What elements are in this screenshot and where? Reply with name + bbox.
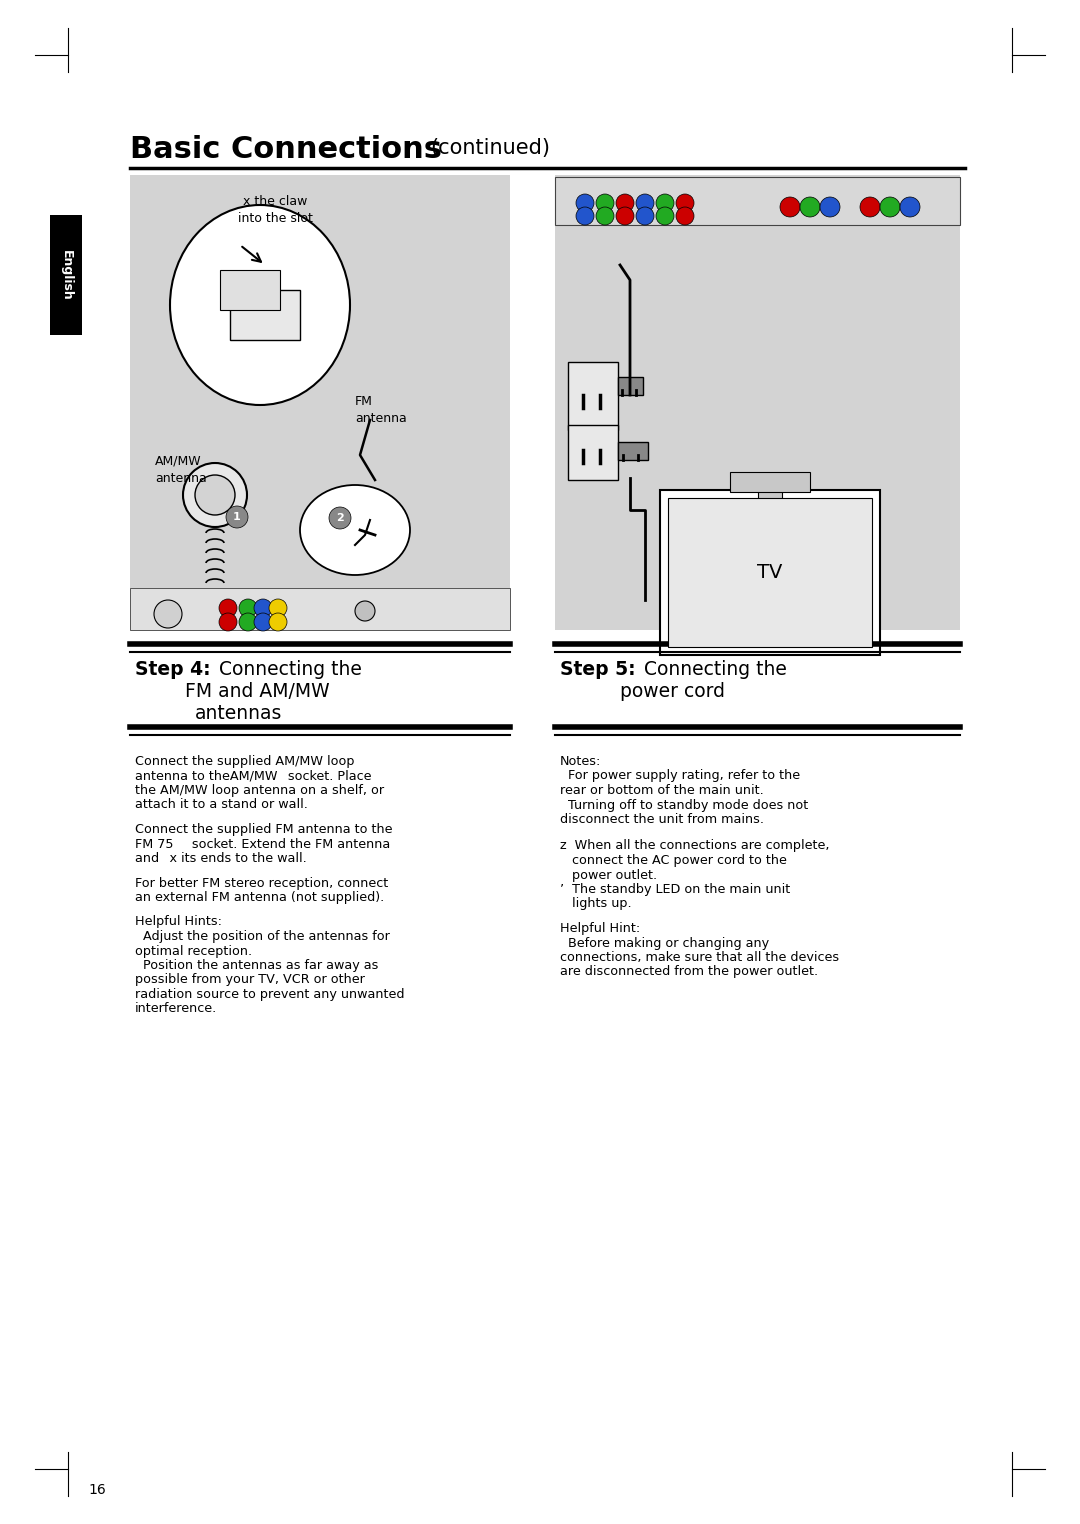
Circle shape (226, 506, 248, 527)
Text: ’  The standby LED on the main unit: ’ The standby LED on the main unit (561, 882, 791, 896)
Text: connections, make sure that all the devices: connections, make sure that all the devi… (561, 951, 839, 965)
Text: 2: 2 (336, 514, 343, 523)
Bar (618, 376, 643, 395)
Circle shape (355, 600, 375, 620)
Text: Connect the supplied FM antenna to the: Connect the supplied FM antenna to the (135, 823, 392, 837)
Circle shape (616, 207, 634, 226)
Text: and  x its ends to the wall.: and x its ends to the wall. (135, 852, 307, 866)
Text: Connect the supplied AM/MW loop: Connect the supplied AM/MW loop (135, 754, 354, 768)
Text: TV: TV (757, 562, 783, 582)
Circle shape (596, 194, 615, 212)
Circle shape (269, 599, 287, 617)
Text: interference.: interference. (135, 1003, 217, 1015)
Circle shape (269, 613, 287, 631)
Circle shape (636, 194, 654, 212)
Text: optimal reception.: optimal reception. (135, 945, 252, 957)
Circle shape (900, 197, 920, 216)
Circle shape (880, 197, 900, 216)
Text: Notes:: Notes: (561, 754, 602, 768)
Circle shape (154, 600, 183, 628)
Text: connect the AC power cord to the: connect the AC power cord to the (561, 853, 787, 867)
Circle shape (656, 194, 674, 212)
Circle shape (636, 207, 654, 226)
Text: English: English (59, 250, 72, 300)
Circle shape (254, 599, 272, 617)
Text: the AM/MW loop antenna on a shelf, or: the AM/MW loop antenna on a shelf, or (135, 783, 384, 797)
Text: Turning off to standby mode does not: Turning off to standby mode does not (561, 799, 808, 811)
Text: FM 75    socket. Extend the FM antenna: FM 75 socket. Extend the FM antenna (135, 838, 390, 850)
Circle shape (254, 613, 272, 631)
Text: rear or bottom of the main unit.: rear or bottom of the main unit. (561, 783, 764, 797)
Bar (555, 177, 960, 226)
Text: Basic Connections: Basic Connections (130, 136, 442, 165)
Text: Helpful Hint:: Helpful Hint: (561, 922, 640, 936)
Text: x the claw
into the slot: x the claw into the slot (238, 195, 312, 226)
Circle shape (656, 207, 674, 226)
Text: are disconnected from the power outlet.: are disconnected from the power outlet. (561, 966, 819, 978)
Circle shape (219, 613, 237, 631)
Text: attach it to a stand or wall.: attach it to a stand or wall. (135, 799, 308, 811)
Bar (50, 215, 82, 335)
Text: disconnect the unit from mains.: disconnect the unit from mains. (561, 812, 764, 826)
Bar (555, 175, 960, 629)
Text: FM
antenna: FM antenna (355, 395, 407, 425)
Bar (758, 491, 782, 511)
Bar (730, 472, 810, 492)
Text: an external FM antenna (not supplied).: an external FM antenna (not supplied). (135, 892, 384, 904)
Bar (568, 425, 618, 480)
Text: (continued): (continued) (430, 139, 550, 158)
Text: 16: 16 (87, 1483, 106, 1497)
Text: antenna to the​AM/MW  socket. Place: antenna to the​AM/MW socket. Place (135, 770, 372, 782)
Bar (230, 290, 300, 340)
Circle shape (329, 507, 351, 529)
Text: possible from your TV, VCR or other: possible from your TV, VCR or other (135, 974, 365, 986)
Circle shape (576, 207, 594, 226)
Text: 1: 1 (233, 512, 241, 523)
Bar (130, 175, 510, 629)
Text: antennas: antennas (195, 704, 282, 722)
Text: For power supply rating, refer to the: For power supply rating, refer to the (561, 770, 800, 782)
Circle shape (239, 599, 257, 617)
Circle shape (676, 194, 694, 212)
Circle shape (860, 197, 880, 216)
Circle shape (195, 475, 235, 515)
Circle shape (800, 197, 820, 216)
Text: AM/MW
antenna: AM/MW antenna (156, 456, 206, 485)
Bar (618, 442, 648, 460)
Circle shape (820, 197, 840, 216)
Circle shape (183, 463, 247, 527)
Ellipse shape (300, 485, 410, 575)
Text: power cord: power cord (620, 683, 725, 701)
Circle shape (596, 207, 615, 226)
Text: Position the antennas as far away as: Position the antennas as far away as (135, 959, 378, 972)
Bar (568, 363, 618, 430)
Text: Helpful Hints:: Helpful Hints: (135, 916, 222, 928)
Bar (669, 498, 872, 648)
Circle shape (780, 197, 800, 216)
Text: For better FM stereo reception, connect: For better FM stereo reception, connect (135, 876, 388, 890)
Circle shape (616, 194, 634, 212)
Text: lights up.: lights up. (561, 898, 632, 910)
Bar (130, 588, 510, 629)
Text: Adjust the position of the antennas for: Adjust the position of the antennas for (135, 930, 390, 943)
Text: Before making or changing any: Before making or changing any (561, 937, 769, 949)
Text: power outlet.: power outlet. (561, 869, 657, 881)
Text: Connecting the: Connecting the (213, 660, 362, 680)
Circle shape (576, 194, 594, 212)
Circle shape (676, 207, 694, 226)
Ellipse shape (170, 206, 350, 405)
Bar (220, 270, 280, 309)
Text: Step 5:: Step 5: (561, 660, 643, 680)
Text: radiation source to prevent any unwanted: radiation source to prevent any unwanted (135, 988, 405, 1001)
Circle shape (239, 613, 257, 631)
Text: FM and AM/MW: FM and AM/MW (185, 683, 329, 701)
Circle shape (219, 599, 237, 617)
Bar (660, 491, 880, 655)
Text: Step 4:: Step 4: (135, 660, 217, 680)
Text: Connecting the: Connecting the (638, 660, 787, 680)
Text: z  When all the connections are complete,: z When all the connections are complete, (561, 840, 829, 852)
